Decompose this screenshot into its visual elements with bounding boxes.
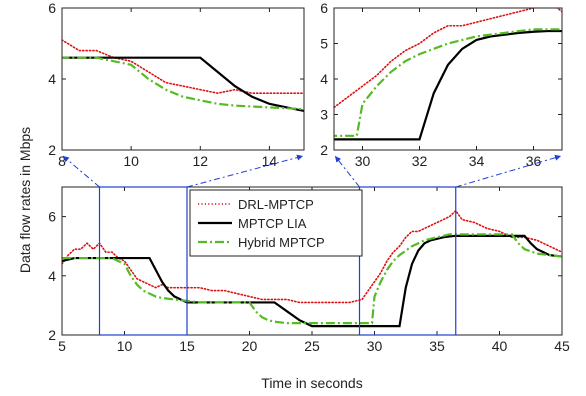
x-tick-label: 14: [262, 153, 278, 169]
series-line-hybrid-mptcp: [62, 56, 304, 111]
plot-frame: [333, 7, 563, 151]
legend: DRL-MPTCP MPTCP LIA Hybrid MPTCP: [189, 189, 363, 257]
series-line-hybrid-mptcp: [62, 233, 562, 325]
zoom-region-box: [358, 186, 457, 336]
y-tick-label: 6: [48, 0, 56, 16]
y-tick-label: 4: [48, 268, 56, 284]
series-line-mptcp-lia: [62, 56, 304, 113]
y-axis-label: Data flow rates in Mbps: [17, 127, 33, 273]
x-tick-label: 32: [412, 153, 428, 169]
series-line-drl-mptcp: [334, 8, 562, 109]
x-axis-label: Time in seconds: [261, 375, 362, 391]
y-tick-label: 4: [320, 71, 328, 87]
zoom-connector-arrow: [62, 155, 100, 188]
y-tick-label: 2: [48, 327, 56, 343]
panel-inset-1: 8 10 12 14 2 4 6: [48, 0, 305, 169]
x-tick-label: 15: [179, 338, 195, 354]
y-tick-label: 6: [320, 0, 328, 16]
x-tick-label: 35: [429, 338, 445, 354]
zoom-connector-arrow: [334, 155, 360, 188]
zoom-region-box: [98, 186, 188, 336]
x-tick-label: 8: [58, 153, 66, 169]
x-tick-label: 20: [242, 338, 258, 354]
legend-label: Hybrid MPTCP: [238, 235, 325, 250]
y-tick-label: 6: [48, 209, 56, 225]
legend-box: [189, 189, 363, 257]
series-line-mptcp-lia: [334, 29, 562, 141]
x-tick-label: 12: [192, 153, 208, 169]
panel-main-0: 5 10 15 20 25 30 35 40 45 2 4 6: [48, 186, 570, 354]
x-tick-label: 30: [367, 338, 383, 354]
zoom-connector-arrow: [455, 154, 562, 188]
y-tick-label: 4: [48, 71, 56, 87]
series-line-mptcp-lia: [62, 234, 562, 328]
x-tick-label: 40: [492, 338, 508, 354]
x-tick-label: 34: [469, 153, 485, 169]
y-tick-label: 5: [320, 36, 328, 52]
x-tick-label: 10: [117, 338, 133, 354]
x-tick-label: 36: [526, 153, 542, 169]
y-tick-label: 2: [320, 142, 328, 158]
y-tick-label: 2: [48, 142, 56, 158]
y-tick-label: 3: [320, 107, 328, 123]
x-tick-label: 45: [554, 338, 570, 354]
series-line-drl-mptcp: [62, 209, 562, 304]
x-tick-label: 30: [355, 153, 371, 169]
x-tick-label: 5: [58, 338, 66, 354]
legend-label: DRL-MPTCP: [238, 197, 314, 212]
x-tick-label: 10: [123, 153, 139, 169]
x-tick-label: 25: [304, 338, 320, 354]
series-line-hybrid-mptcp: [334, 28, 562, 137]
legend-label: MPTCP LIA: [238, 216, 307, 231]
series-line-drl-mptcp: [62, 39, 304, 95]
zoom-connector-arrow: [186, 154, 304, 188]
plot-frame: [61, 7, 305, 151]
